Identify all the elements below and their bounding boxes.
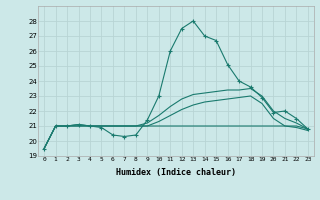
X-axis label: Humidex (Indice chaleur): Humidex (Indice chaleur) xyxy=(116,168,236,177)
